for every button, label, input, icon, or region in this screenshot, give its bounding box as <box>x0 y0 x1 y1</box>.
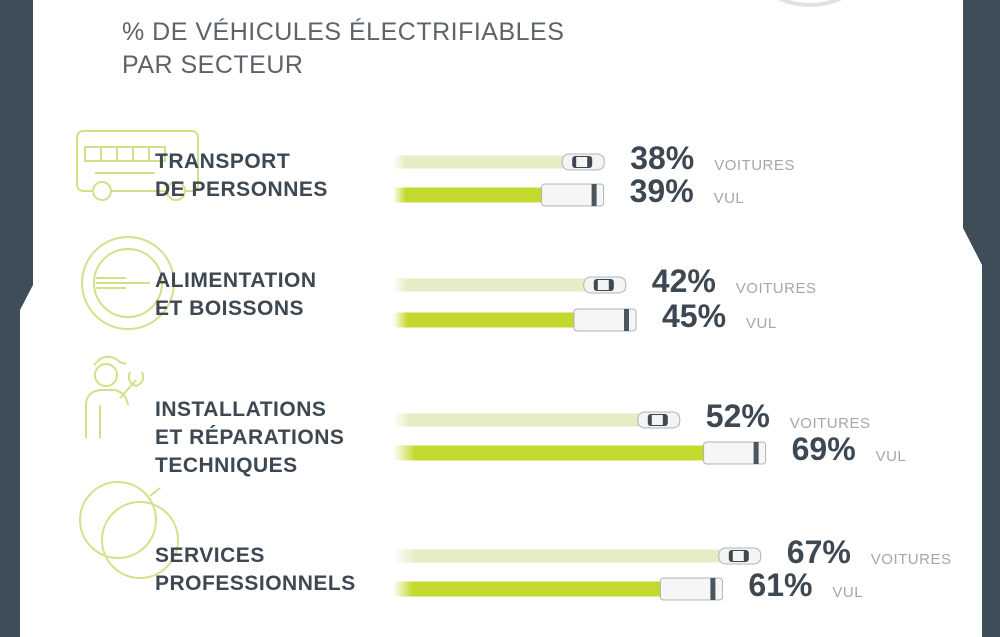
van-icon <box>573 308 637 332</box>
vul-bar <box>393 581 723 597</box>
car-icon <box>583 276 627 294</box>
sector-label: PROFESSIONNELS <box>155 572 356 595</box>
voitures-bar <box>393 549 761 563</box>
voitures-percent: 38% <box>630 140 695 176</box>
technician-wrench-icon <box>85 355 145 438</box>
sector-label: DE PERSONNES <box>155 178 328 201</box>
vul-label: VUL <box>746 315 777 332</box>
bus-icon <box>76 130 199 201</box>
voitures-bar <box>393 278 626 292</box>
plate-fork-icon <box>81 236 175 330</box>
vul-percent: 39% <box>629 173 694 209</box>
voitures-label: VOITURES <box>714 157 795 174</box>
sector-label: ET RÉPARATIONS <box>155 426 345 449</box>
van-icon <box>659 577 723 601</box>
sector-label: ET BOISSONS <box>155 297 305 320</box>
decorative-circle <box>777 0 843 7</box>
voitures-bar <box>393 413 680 427</box>
voitures-label: VOITURES <box>870 551 952 568</box>
vul-label: VUL <box>875 448 907 465</box>
voitures-percent: 52% <box>705 398 770 434</box>
sector-label: TECHNIQUES <box>155 454 298 477</box>
car-icon <box>718 547 762 565</box>
vul-label: VUL <box>832 584 864 601</box>
car-icon <box>561 153 605 171</box>
title-line-1: % DE VÉHICULES ÉLECTRIFIABLES <box>122 18 565 46</box>
venn-circles-icon <box>79 481 179 579</box>
vul-percent: 61% <box>748 567 813 603</box>
voitures-percent: 67% <box>786 534 851 570</box>
sector-label: ALIMENTATION <box>155 269 317 292</box>
title-line-2: PAR SECTEUR <box>122 51 304 79</box>
sector-label: TRANSPORT <box>155 150 291 173</box>
vul-bar <box>393 445 766 461</box>
voitures-label: VOITURES <box>735 280 817 297</box>
van-icon <box>541 183 605 207</box>
chart-title: % DE VÉHICULES ÉLECTRIFIABLES PAR SECTEU… <box>122 16 564 82</box>
car-icon <box>637 411 681 429</box>
van-icon <box>703 441 767 465</box>
vul-label: VUL <box>713 190 745 207</box>
sector-label: INSTALLATIONS <box>155 398 327 421</box>
voitures-percent: 42% <box>651 263 716 299</box>
vul-percent: 69% <box>791 431 856 467</box>
vul-percent: 45% <box>662 298 727 334</box>
sector-label: SERVICES <box>155 544 265 567</box>
voitures-label: VOITURES <box>789 415 871 432</box>
voitures-bar <box>393 155 605 169</box>
